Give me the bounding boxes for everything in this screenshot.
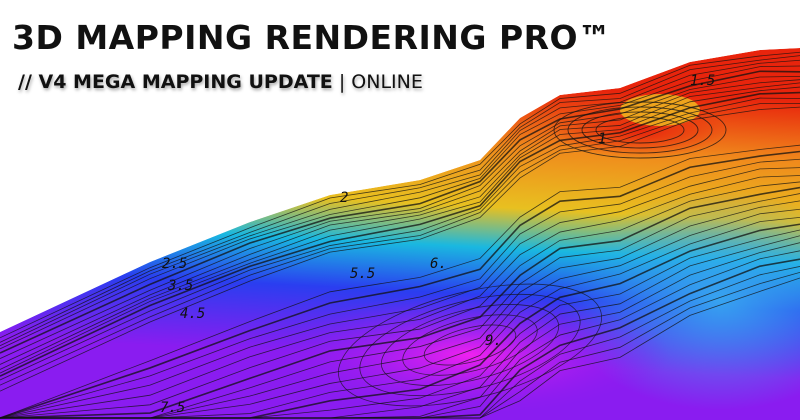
contour-line [0,86,800,374]
contour-ring [567,106,713,154]
contour-line [0,103,800,386]
contour-label: 9. [485,333,502,349]
contour-line [0,167,800,419]
contour-ring [380,304,560,386]
contour-labels: 1.5 1 2 2.5 3.5 4.5 5.5 6. 9. 7.5 [160,73,715,416]
contour-ring [359,293,581,397]
contour-line [0,75,800,359]
contour-label: 7.5 [160,400,185,416]
contour-label: 6. [430,256,447,272]
contour-label: 1 [598,131,606,147]
contour-line [0,216,800,419]
contour-label: 3.5 [167,278,193,294]
contour-ring [581,111,699,149]
contour-line [0,144,800,419]
subtitle: // V4 MEGA MAPPING UPDATE | ONLINE [18,71,423,93]
contour-line [0,82,800,370]
contour-ring [423,324,517,366]
subtitle-version: // V4 MEGA MAPPING UPDATE [18,71,333,93]
contour-ring [595,116,685,144]
status-text: ONLINE [351,71,423,93]
contour-line [0,193,800,419]
contour-line [0,158,800,419]
contour-ring [402,314,538,376]
contour-label: 2.5 [162,256,187,272]
contour-line [0,186,800,419]
contour-line [0,59,800,347]
contour-line [0,200,800,419]
contour-label: 1.5 [690,73,715,89]
contour-line [0,208,800,419]
contour-line [0,175,800,419]
contour-line [0,277,800,419]
page-title: 3D MAPPING RENDERING PRO™ [12,18,612,57]
contour-line [0,79,800,365]
contour-label: 5.5 [350,266,375,282]
contour-ring [553,101,727,159]
magenta-basin [270,293,670,417]
contour-line [0,91,800,377]
contour-label: 2 [340,190,348,206]
contour-lines [0,51,800,419]
contour-label: 4.5 [180,306,205,322]
contour-line [0,150,800,419]
contour-line [0,55,800,343]
contour-ring [337,283,603,407]
contour-line [0,65,800,350]
subtitle-separator: | [338,71,346,93]
contour-line [0,51,800,339]
contour-line [0,70,800,354]
